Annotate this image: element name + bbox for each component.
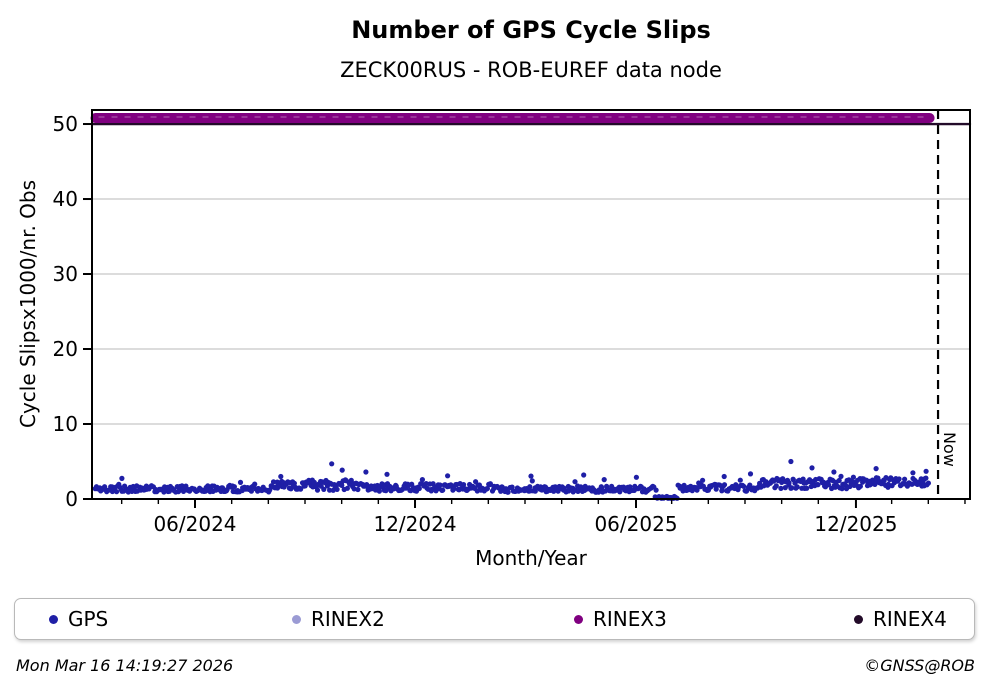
x-tick-label: 06/2024 [153,512,236,536]
chart-title: Number of GPS Cycle Slips [351,16,711,44]
legend-item-gps: GPS [49,599,108,639]
chart-subtitle: ZECK00RUS - ROB-EUREF data node [340,58,722,82]
rinex4-marker-icon [854,614,863,624]
axis-ticks [83,123,966,508]
tick-labels: 0 10 20 30 40 50 06/2024 12/2024 06/2025 12/2025 [53,112,898,536]
legend-item-rinex3: RINEX3 [574,599,667,639]
plot-credit: ©GNSS@ROB [864,656,975,675]
x-axis-label: Month/Year [475,546,587,570]
y-tick-label: 30 [53,262,78,286]
x-tick-label: 12/2025 [814,512,897,536]
y-tick-label: 20 [53,337,78,361]
now-label: Now [940,432,959,467]
now-line: Now [936,110,959,499]
gps-points [92,458,932,501]
rinex3-marker-icon [574,614,583,624]
y-tick-label: 50 [53,112,78,136]
rinex3-line [90,113,935,124]
rinex2-marker-icon [292,614,301,624]
y-tick-label: 10 [53,412,78,436]
gps-marker-icon [49,614,58,624]
y-tick-label: 40 [53,187,78,211]
plot-frame [91,109,971,500]
plot-timestamp: Mon Mar 16 14:19:27 2026 [16,656,234,675]
x-tick-label: 12/2024 [373,512,456,536]
legend-box: GPS RINEX2 RINEX3 RINEX4 [14,598,975,640]
legend-label-rinex3: RINEX3 [593,607,667,631]
y-tick-label: 0 [65,487,78,511]
legend-label-rinex2: RINEX2 [311,607,385,631]
legend-item-rinex4: RINEX4 [854,599,947,639]
gridlines [92,123,970,425]
y-axis-label: Cycle Slipsx1000/nr. Obs [16,179,40,429]
x-tick-label: 06/2025 [594,512,677,536]
legend-item-rinex2: RINEX2 [292,599,385,639]
legend-label-rinex4: RINEX4 [873,607,947,631]
legend-label-gps: GPS [68,607,109,631]
